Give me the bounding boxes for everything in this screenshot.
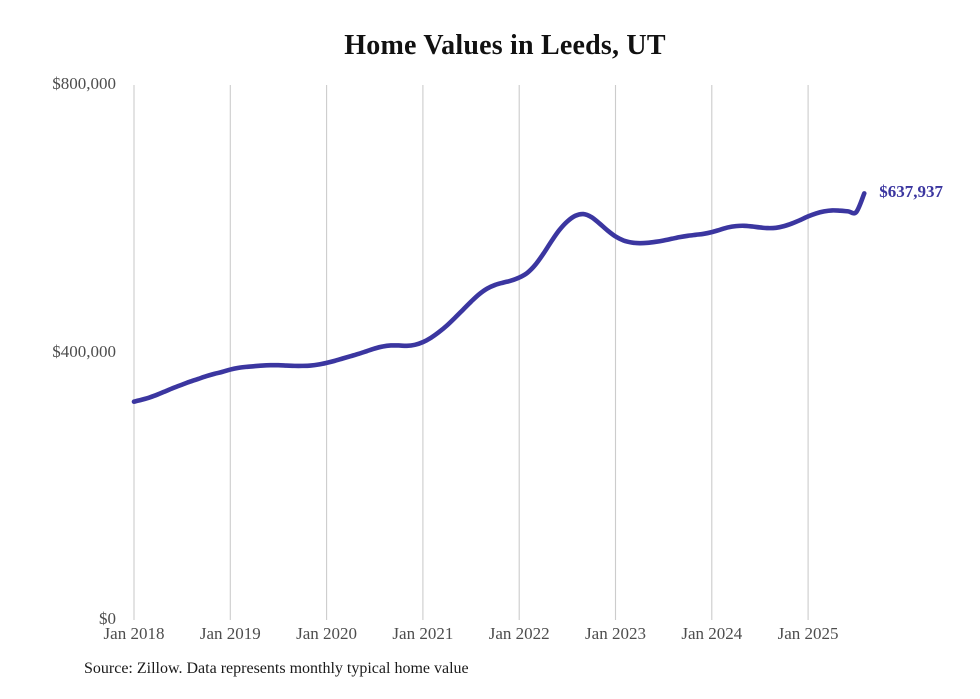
value-annotation-1: $637,937 bbox=[879, 182, 944, 202]
x-tick-label-jan-2022: Jan 2022 bbox=[488, 624, 550, 643]
y-tick-label-0: $0 bbox=[99, 609, 116, 628]
y-tick-label-800000: $800,000 bbox=[52, 74, 116, 93]
page-title: Home Values in Leeds, UT bbox=[344, 30, 666, 61]
x-tick-label-jan-2025: Jan 2025 bbox=[777, 624, 839, 643]
series-line-1 bbox=[131, 191, 867, 404]
source-note: Source: Zillow. Data represents monthly … bbox=[84, 660, 469, 677]
x-tick-label-jan-2019: Jan 2019 bbox=[199, 624, 261, 643]
x-tick-label-jan-2024: Jan 2024 bbox=[681, 624, 743, 643]
data-series-line bbox=[131, 191, 867, 404]
y-tick-label-400000: $400,000 bbox=[52, 341, 116, 361]
x-tick-label-jan-2021: Jan 2021 bbox=[392, 624, 454, 643]
gridlines bbox=[133, 85, 809, 620]
x-tick-label-jan-2023: Jan 2023 bbox=[585, 624, 646, 643]
x-tick-label-jan-2020: Jan 2020 bbox=[296, 624, 358, 643]
x-tick-label-jan-2018: Jan 2018 bbox=[103, 624, 165, 643]
